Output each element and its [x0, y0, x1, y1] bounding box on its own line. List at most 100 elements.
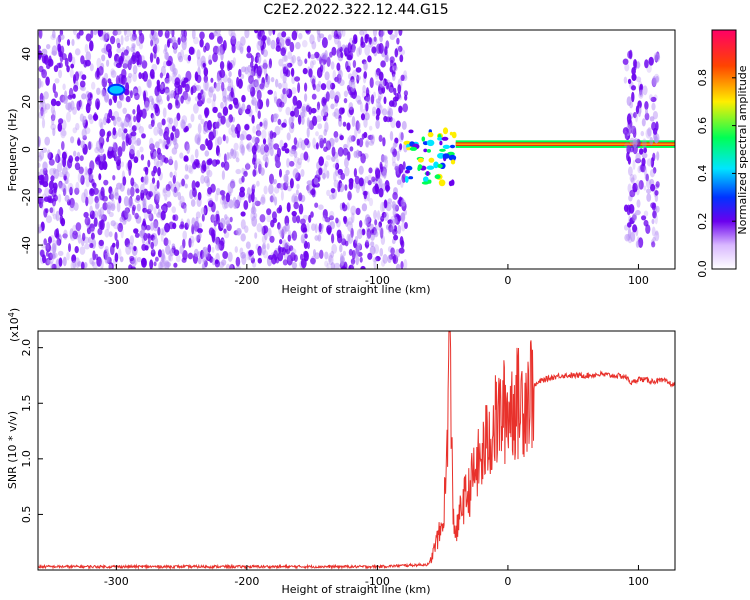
spectrogram-speckle: [185, 93, 191, 105]
spectrogram-speckle: [288, 160, 295, 167]
spectrogram-speckle: [291, 87, 297, 95]
spectrogram-speckle: [211, 214, 217, 223]
spectrogram-speckle: [98, 239, 105, 247]
spectrogram-speckle: [355, 183, 360, 194]
spectrogram-speckle: [285, 169, 290, 176]
spectrogram-speckle: [360, 265, 366, 269]
spectrogram-speckle: [246, 144, 250, 150]
spectrogram-speckle: [125, 95, 131, 103]
spectrogram-speckle: [290, 195, 297, 203]
spectrogram-speckle: [330, 103, 335, 110]
spectrogram-speckle: [68, 52, 73, 63]
spectrogram-speckle: [162, 107, 167, 118]
spectrogram-speckle: [329, 89, 335, 100]
spectrogram-speckle: [48, 180, 55, 190]
spectrogram-speckle: [264, 79, 270, 88]
top-x-tick-label: 100: [628, 274, 649, 287]
spectrogram-speckle: [304, 93, 308, 102]
spectrogram-speckle: [358, 177, 364, 187]
spectrogram-speckle: [288, 116, 294, 127]
spectrogram-speckle: [203, 175, 210, 184]
spectrogram-speckle: [333, 179, 339, 188]
spectrogram-speckle: [293, 156, 300, 163]
spectrogram-speckle: [91, 81, 96, 90]
spectrogram-speckle: [327, 221, 332, 227]
spectrogram-speckle: [197, 191, 202, 201]
spectrogram-speckle: [142, 198, 146, 208]
spectrogram-speckle: [179, 152, 184, 159]
spectrogram-speckle: [149, 259, 154, 269]
spectrogram-speckle: [300, 111, 305, 119]
spectrogram-speckle: [392, 96, 399, 102]
spectrogram-speckle: [131, 206, 135, 216]
spectrogram-speckle: [102, 195, 108, 202]
spectrogram-speckle: [645, 173, 649, 182]
spectrogram-speckle: [338, 70, 344, 79]
spectrogram-speckle: [632, 182, 638, 193]
spectrogram-speckle: [123, 49, 129, 56]
spectrogram-speckle: [230, 148, 234, 155]
spectrogram-speckle: [44, 187, 50, 197]
spectrogram-speckle: [400, 212, 405, 221]
spectrogram-speckle: [158, 261, 163, 269]
spectrogram-speckle: [318, 204, 324, 210]
spectrogram-speckle: [224, 216, 231, 226]
spectrogram-speckle: [365, 87, 370, 98]
spectrogram-speckle: [286, 132, 291, 141]
spectrogram-speckle: [159, 228, 164, 236]
spectrogram-speckle: [652, 127, 658, 135]
spectrogram-speckle: [318, 156, 325, 167]
spectrogram-speckle: [206, 169, 213, 178]
spectrogram-speckle: [44, 243, 51, 253]
spectrogram-speckle: [136, 54, 140, 66]
spectrogram-speckle: [167, 122, 173, 130]
spectrogram-speckle: [632, 59, 638, 69]
top-x-tick-label: -200: [234, 274, 259, 287]
spectrogram-speckle: [392, 253, 397, 264]
spectrogram-speckle: [218, 240, 225, 251]
spectrogram-speckle: [306, 105, 310, 112]
spectrogram-speckle: [208, 131, 215, 141]
spectrogram-speckle: [44, 173, 49, 184]
spectrogram-speckle: [364, 44, 371, 56]
spectrogram-speckle: [84, 59, 91, 67]
spectrogram-speckle: [652, 111, 659, 120]
spectrogram-speckle: [256, 223, 263, 233]
spectrogram-speckle: [64, 57, 69, 67]
spectrogram-speckle: [165, 184, 171, 192]
spectrogram-speckle: [318, 134, 324, 141]
spectrogram-speckle: [216, 213, 221, 225]
spectrogram-speckle: [208, 86, 215, 93]
spectrogram-speckle: [57, 250, 64, 256]
spectrogram-speckle: [184, 125, 189, 132]
spectrogram-speckle: [98, 66, 104, 76]
spectrogram-speckle: [158, 128, 164, 137]
spectrogram-speckle: [245, 108, 251, 115]
spectrogram-speckle: [96, 57, 102, 69]
spectrogram-speckle: [84, 166, 88, 176]
spectrogram-speckle: [273, 178, 278, 185]
spectrogram-speckle: [108, 231, 113, 238]
spectrogram-speckle: [631, 85, 636, 91]
spectrogram-speckle: [162, 60, 167, 69]
spectrogram-speckle: [223, 153, 227, 164]
spectrogram-speckle: [207, 120, 212, 131]
spectrogram-speckle: [46, 240, 50, 250]
spectrogram-speckle: [202, 62, 206, 68]
spectrogram-speckle: [280, 93, 285, 100]
spectrogram-speckle: [622, 58, 629, 65]
spectrogram-speckle: [58, 206, 64, 217]
spectrogram-speckle: [252, 261, 257, 268]
spectrogram-speckle: [251, 216, 258, 227]
spectrogram-speckle: [309, 34, 315, 45]
spectrogram-speckle: [282, 66, 287, 75]
spectrogram-speckle: [123, 88, 130, 96]
spectrogram-speckle: [350, 205, 357, 216]
spectrogram-speckle: [184, 164, 189, 172]
spectrogram-speckle: [383, 115, 388, 123]
signal-blob: [451, 131, 457, 139]
spectrogram-speckle: [369, 223, 374, 230]
spectrogram-speckle: [214, 192, 219, 202]
spectrogram-speckle: [257, 131, 262, 137]
